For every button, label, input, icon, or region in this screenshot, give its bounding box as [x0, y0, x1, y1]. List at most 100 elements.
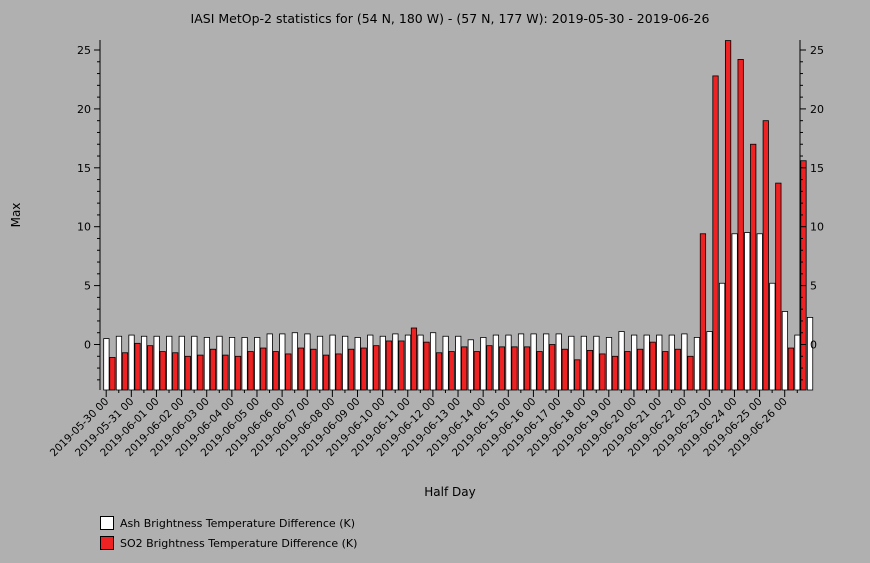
bar-so2 [473, 351, 480, 391]
bar-ash [744, 232, 751, 391]
bar-ash [618, 331, 625, 391]
bar-so2 [787, 347, 795, 391]
bar-ash [718, 282, 726, 391]
bar-so2 [272, 351, 279, 391]
bar-ash [203, 337, 211, 391]
bar-so2 [536, 351, 543, 391]
bar-ash [379, 335, 386, 391]
bar-so2 [662, 351, 669, 391]
bar-ash [404, 334, 412, 391]
bar-so2 [724, 40, 732, 391]
bar-so2 [611, 355, 619, 391]
bar-ash [769, 282, 776, 391]
y-tick-label-left: 15 [77, 162, 91, 175]
bar-so2 [637, 348, 644, 391]
y-axis-label: Max [9, 203, 23, 228]
bar-so2 [159, 351, 166, 391]
bar-so2 [335, 353, 342, 391]
bar-so2 [410, 327, 418, 391]
bar-ash [291, 332, 298, 391]
bar-so2 [800, 160, 807, 391]
bar-ash [429, 332, 437, 391]
bar-so2 [385, 340, 392, 391]
bar-ash [417, 334, 424, 391]
bar-so2 [574, 359, 581, 391]
bar-ash [216, 335, 223, 391]
bar-ash [693, 337, 701, 391]
bar-so2 [297, 347, 304, 391]
bar-so2 [762, 120, 769, 391]
bar-so2 [486, 345, 493, 391]
bar-so2 [523, 346, 531, 391]
bar-so2 [448, 351, 455, 391]
bar-ash [103, 338, 110, 391]
legend-item-so2: SO2 Brightness Temperature Difference (K… [100, 533, 357, 553]
legend-label-ash: Ash Brightness Temperature Difference (K… [120, 516, 355, 530]
bar-ash [492, 334, 500, 391]
legend: Ash Brightness Temperature Difference (K… [100, 513, 357, 553]
bar-ash [392, 333, 399, 391]
bar-ash [517, 333, 525, 391]
bar-so2 [561, 348, 568, 391]
bar-so2 [599, 353, 606, 391]
bar-ash [781, 311, 789, 391]
y-tick-label-left: 5 [84, 280, 91, 293]
bar-ash [153, 335, 160, 391]
bar-so2 [750, 143, 757, 391]
y-tick-label-left: 10 [77, 221, 91, 234]
chart-title: IASI MetOp-2 statistics for (54 N, 180 W… [191, 11, 710, 26]
bar-ash [605, 337, 613, 391]
bar-so2 [699, 233, 707, 391]
bar-so2 [423, 341, 430, 391]
bar-ash [706, 331, 713, 391]
y-tick-label-left: 20 [77, 103, 91, 116]
bar-so2 [624, 351, 631, 391]
legend-swatch-ash [100, 516, 114, 530]
y-tick-label-right: 10 [810, 221, 824, 234]
bar-ash [580, 335, 587, 391]
bar-so2 [109, 357, 116, 391]
bar-so2 [322, 354, 330, 391]
bar-so2 [209, 348, 217, 391]
bar-so2 [184, 355, 191, 391]
bar-ash [115, 335, 123, 391]
bar-ash [656, 334, 663, 391]
bar-ash [467, 339, 474, 391]
bar-so2 [398, 340, 405, 391]
bar-so2 [310, 348, 317, 391]
bar-ash [668, 334, 675, 391]
bars [103, 40, 814, 391]
bar-so2 [435, 352, 443, 391]
bar-so2 [511, 346, 518, 391]
bar-ash [568, 335, 575, 391]
x-axis-label: Half Day [424, 485, 475, 499]
bar-ash [140, 335, 148, 391]
bar-so2 [348, 348, 355, 391]
bar-ash [806, 317, 814, 391]
bar-ash [128, 334, 135, 391]
bar-so2 [737, 59, 744, 391]
bar-ash [681, 333, 688, 391]
bar-ash [530, 333, 537, 391]
bar-ash [756, 233, 763, 391]
y-tick-label-right: 5 [810, 280, 817, 293]
bar-so2 [687, 355, 694, 391]
bar-ash [266, 333, 273, 391]
bar-so2 [712, 75, 719, 391]
y-tick-label-right: 0 [810, 339, 817, 352]
bar-ash [241, 337, 248, 391]
bar-ash [367, 334, 374, 391]
bar-ash [480, 337, 487, 391]
bar-ash [593, 335, 600, 391]
bar-ash [178, 335, 185, 391]
bar-so2 [172, 352, 179, 391]
bar-so2 [260, 347, 267, 391]
bar-so2 [146, 345, 154, 391]
bar-ash [329, 334, 336, 391]
bar-ash [631, 334, 638, 391]
bar-ash [254, 337, 261, 391]
bar-so2 [121, 352, 129, 391]
y-tick-label-right: 20 [810, 103, 824, 116]
bar-so2 [549, 344, 556, 391]
